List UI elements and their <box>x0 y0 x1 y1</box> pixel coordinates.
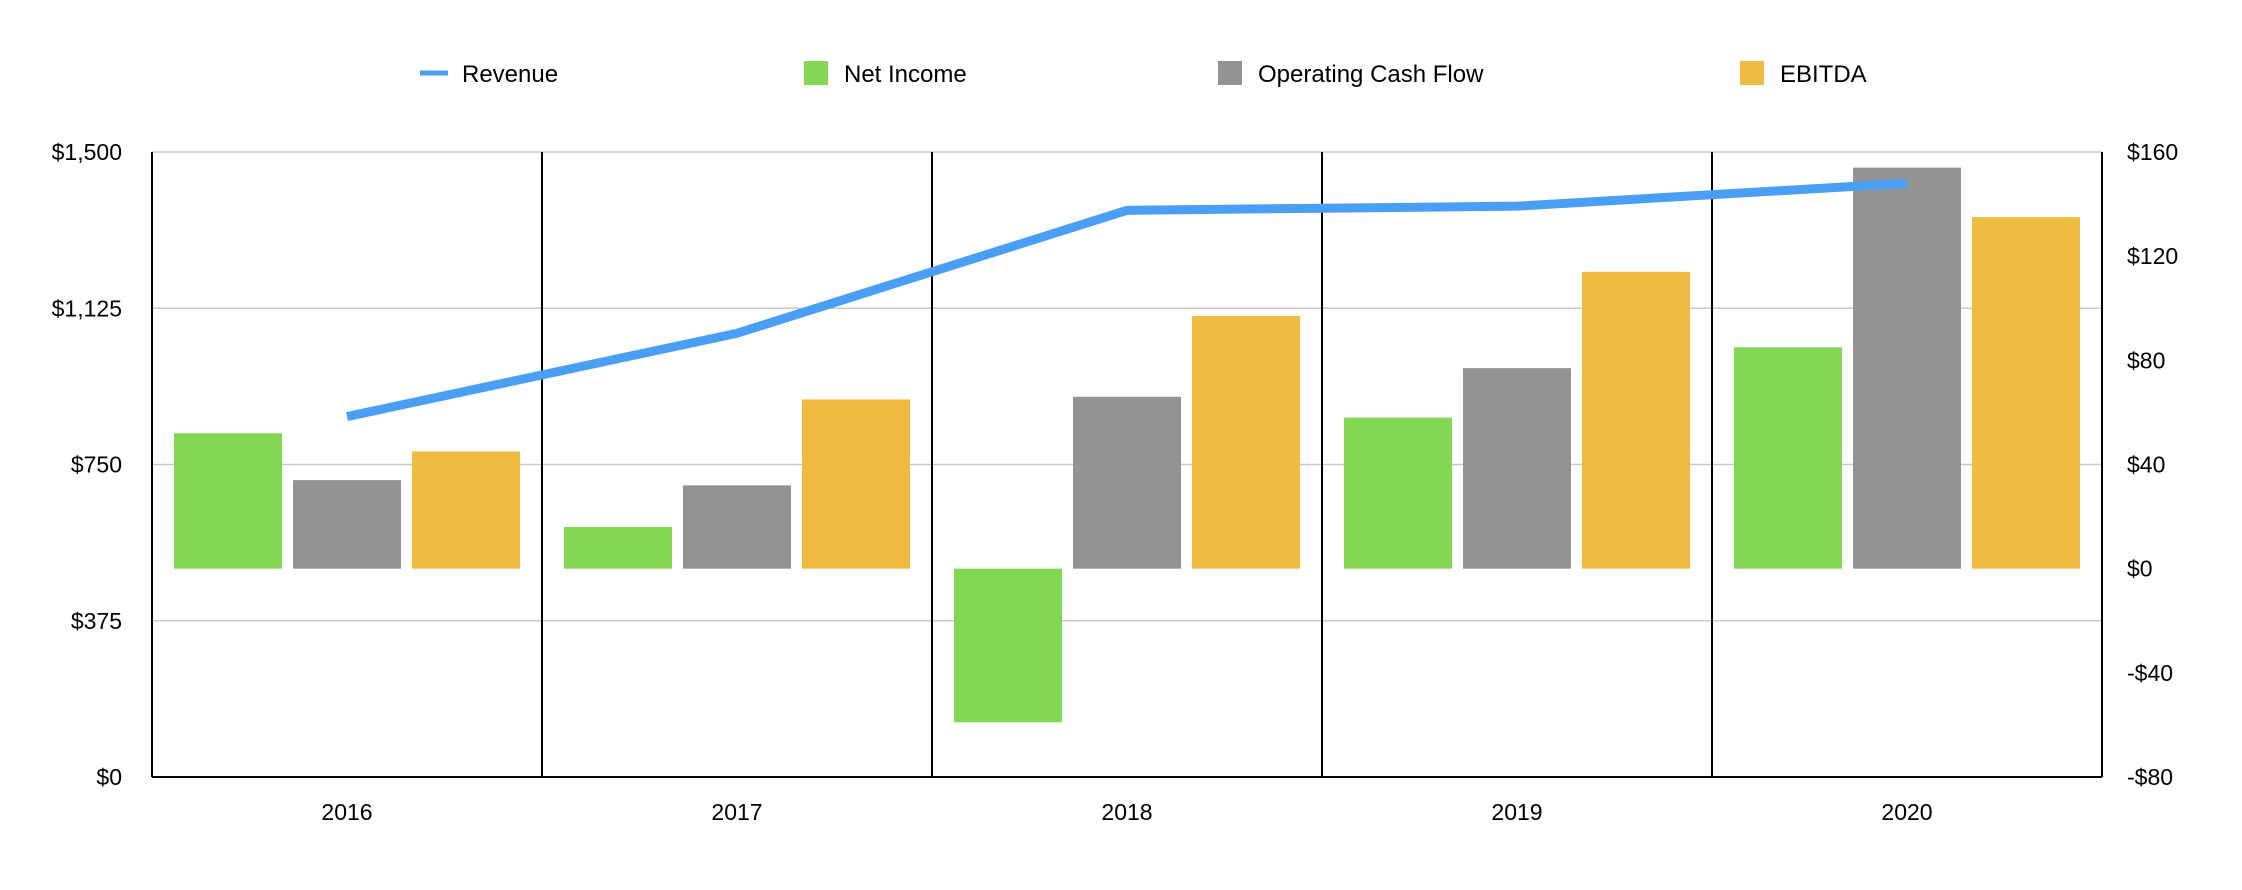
legend-item: EBITDA <box>1740 61 1867 88</box>
net-income-bar <box>1344 417 1452 569</box>
legend-label: Revenue <box>462 61 558 88</box>
ebitda-bar <box>1192 316 1300 569</box>
legend-label: Net Income <box>844 61 967 88</box>
x-tick-label: 2020 <box>1881 799 1932 825</box>
operating-cash-flow-bar <box>293 480 401 569</box>
x-tick-label: 2018 <box>1101 799 1152 825</box>
net-income-swatch <box>804 61 828 85</box>
legend-item: Revenue <box>420 61 558 88</box>
legend: Revenue Net Income Operating Cash Flow EBIT… <box>420 61 1867 88</box>
left-tick-label: $750 <box>71 452 122 478</box>
x-tick-label: 2019 <box>1491 799 1542 825</box>
left-axis-ticks: $0 $375 $750 $1,125 $1,500 <box>52 139 122 790</box>
ebitda-bar <box>1582 271 1690 569</box>
ebitda-bar <box>802 399 910 569</box>
right-tick-label: $40 <box>2127 452 2165 478</box>
plot-frame <box>151 152 2103 778</box>
revenue-line-layer <box>346 178 1908 421</box>
legend-label: Operating Cash Flow <box>1258 61 1484 88</box>
ebitda-swatch <box>1740 61 1764 85</box>
x-tick-label: 2016 <box>321 799 372 825</box>
legend-item: Operating Cash Flow <box>1218 61 1484 88</box>
operating-cash-flow-bar <box>683 485 791 569</box>
x-tick-label: 2017 <box>711 799 762 825</box>
net-income-bar <box>174 433 282 569</box>
left-tick-label: $375 <box>71 608 122 634</box>
ebitda-bar <box>412 451 520 569</box>
right-tick-label: $120 <box>2127 243 2178 269</box>
operating-cash-flow-swatch <box>1218 61 1242 85</box>
left-tick-label: $1,500 <box>52 139 122 165</box>
right-tick-label: $80 <box>2127 347 2165 373</box>
net-income-bar <box>564 527 672 569</box>
right-tick-label: -$80 <box>2127 764 2173 790</box>
ebitda-bar <box>1972 217 2080 569</box>
right-axis-ticks: -$80 -$40 $0 $40 $80 $120 $160 <box>2127 139 2178 790</box>
left-tick-label: $0 <box>96 764 122 790</box>
operating-cash-flow-bar <box>1073 396 1181 569</box>
right-tick-label: $0 <box>2127 556 2153 582</box>
legend-item: Net Income <box>804 61 967 88</box>
net-income-bar <box>954 568 1062 723</box>
operating-cash-flow-bar <box>1853 167 1961 569</box>
net-income-bar <box>1734 347 1842 569</box>
x-axis-ticks: 2016 2017 2018 2019 2020 <box>321 799 1932 825</box>
bars <box>174 167 2080 723</box>
revenue-line <box>346 178 1908 421</box>
right-tick-label: -$40 <box>2127 660 2173 686</box>
operating-cash-flow-bar <box>1463 368 1571 569</box>
legend-label: EBITDA <box>1780 61 1867 88</box>
right-tick-label: $160 <box>2127 139 2178 165</box>
left-tick-label: $1,125 <box>52 295 122 321</box>
